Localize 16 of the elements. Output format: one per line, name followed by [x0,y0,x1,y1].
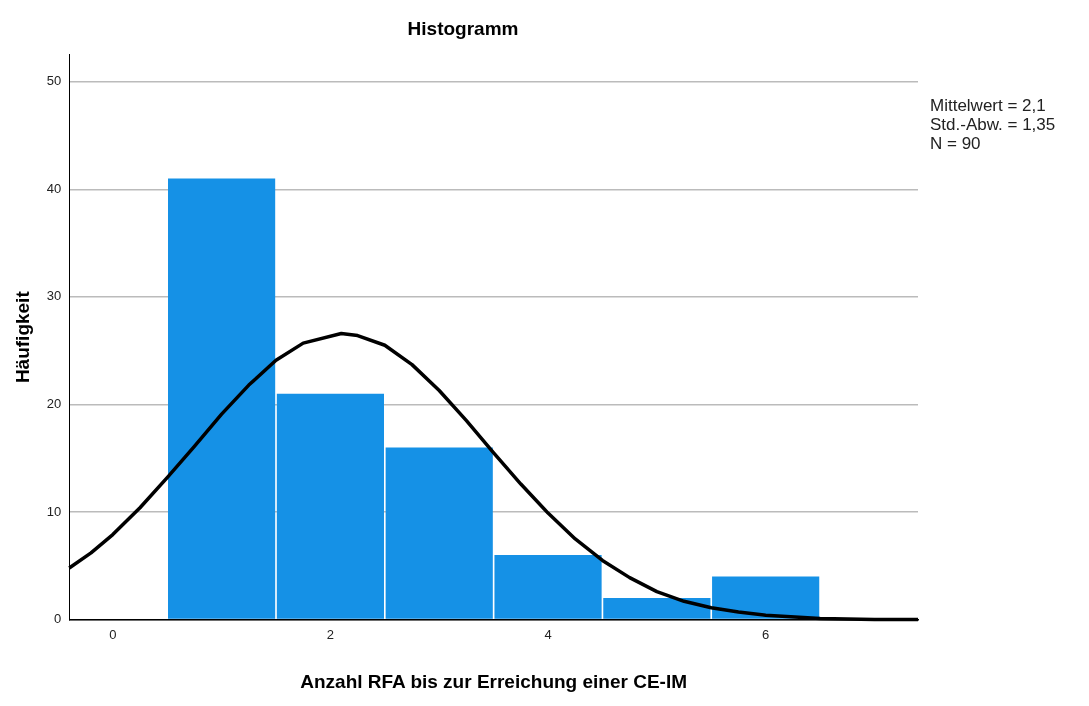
y-tick-label: 50 [46,73,62,89]
y-axis-title: Häufigkeit [11,290,33,384]
y-tick-label: 10 [46,503,62,519]
y-tick-label: 40 [46,180,62,196]
y-tick-label: 0 [54,611,62,627]
text: Std.-Abw. = 1,35 [930,115,1056,134]
x-tick-label: 0 [109,626,117,642]
x-tick-label: 2 [326,626,335,642]
x-tick-label: 4 [544,626,552,642]
text: N = 90 [930,134,982,153]
y-tick-label: 30 [46,288,62,304]
y-tick-label: 20 [46,396,62,412]
text: Mittelwert = 2,1 [930,96,1047,115]
x-tick-label: 6 [762,626,770,642]
x-axis-title: Anzahl RFA bis zur Erreichung einer CE-IM [300,670,688,692]
chart-title: Histogramm [407,17,519,39]
